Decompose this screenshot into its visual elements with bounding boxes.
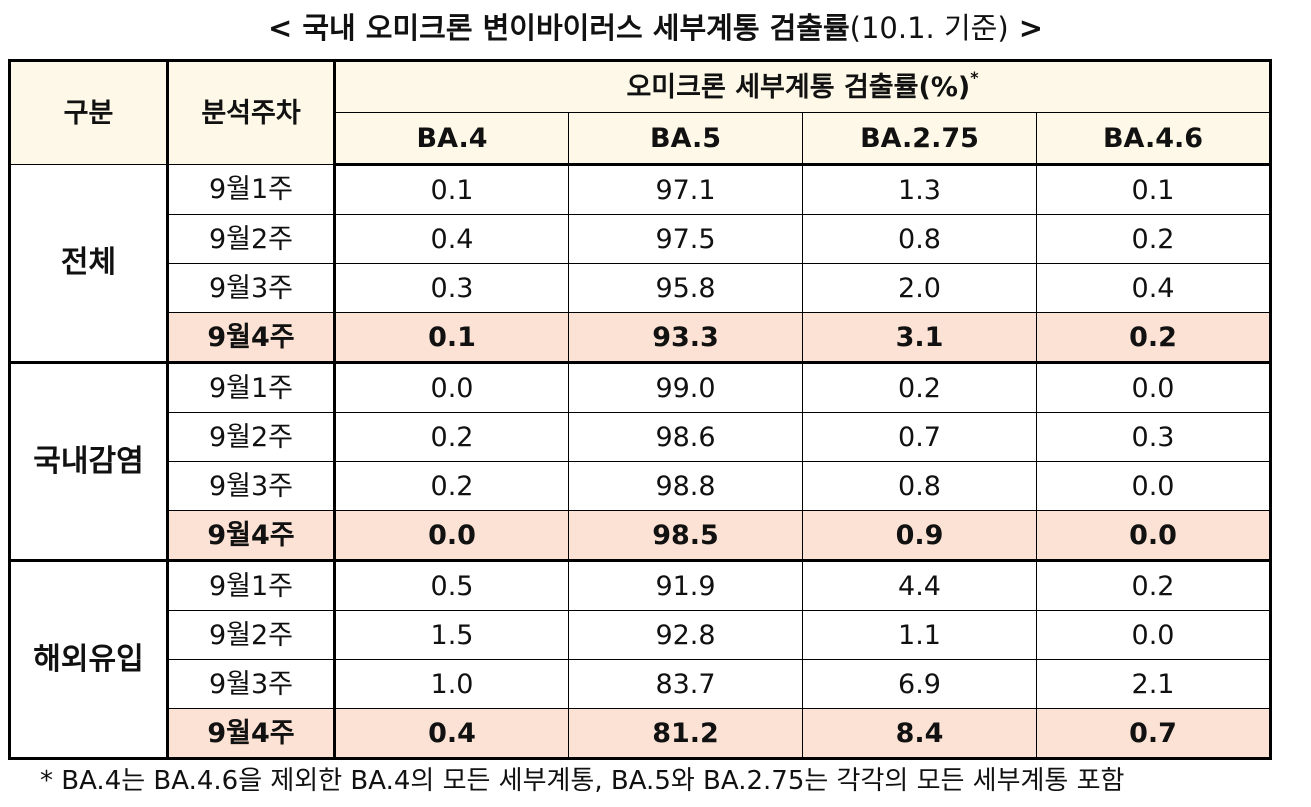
rate-cell: 2.0 [802, 263, 1037, 313]
rate-cell: 0.0 [334, 510, 569, 561]
rate-cell: 0.2 [1035, 559, 1272, 611]
rate-cell: 0.2 [334, 461, 569, 511]
rate-cell: 1.3 [802, 164, 1037, 215]
rate-cell: 98.8 [568, 461, 803, 511]
rate-cell: 2.1 [1035, 659, 1272, 709]
table-row: 9월3주 0.2 98.8 0.8 0.0 [10, 461, 1272, 511]
rate-cell: 0.2 [802, 361, 1037, 413]
rate-cell: 4.4 [802, 559, 1037, 611]
week-cell: 9월4주 [167, 708, 336, 759]
rate-cell: 8.4 [802, 708, 1037, 759]
rate-cell: 6.9 [802, 659, 1037, 709]
title-main: 국내 오미크론 변이바이러스 세부계통 검출률 [302, 11, 850, 45]
table-row: 9월4주 0.4 81.2 8.4 0.7 [10, 708, 1272, 759]
table-row: 9월2주 0.4 97.5 0.8 0.2 [10, 214, 1272, 264]
week-cell: 9월1주 [167, 559, 336, 611]
header-week: 분석주차 [167, 60, 336, 165]
rate-cell: 83.7 [568, 659, 803, 709]
rate-cell: 95.8 [568, 263, 803, 313]
rate-cell: 0.0 [1035, 510, 1272, 561]
rate-cell: 99.0 [568, 361, 803, 413]
rate-cell: 0.4 [1035, 263, 1272, 313]
rate-cell: 0.1 [334, 312, 569, 363]
table-row: 국내감염 9월1주 0.0 99.0 0.2 0.0 [8, 361, 1272, 561]
header-variant: BA.4 [334, 112, 569, 166]
rate-cell: 0.7 [802, 412, 1037, 462]
rate-cell: 0.1 [1035, 164, 1272, 215]
footnote: * BA.4는 BA.4.6을 제외한 BA.4의 모든 세부계통, BA.5와… [40, 766, 1125, 796]
rate-cell: 0.5 [334, 559, 569, 611]
rate-cell: 1.5 [334, 610, 569, 660]
group-label: 국내감염 [8, 361, 169, 561]
rate-cell: 0.2 [1035, 312, 1272, 363]
rate-cell: 1.1 [802, 610, 1037, 660]
header-category: 구분 [9, 60, 169, 165]
title-suffix: (10.1. 기준) [849, 11, 1009, 45]
table-row: 9월4주 0.1 93.3 3.1 0.2 [10, 312, 1272, 363]
rate-cell: 97.1 [568, 164, 803, 215]
rate-cell: 81.2 [568, 708, 803, 759]
rate-cell: 98.5 [568, 510, 803, 561]
header-variant: BA.5 [568, 112, 803, 166]
rate-cell: 92.8 [568, 610, 803, 660]
week-cell: 9월1주 [167, 361, 336, 413]
table-row: 9월4주 0.0 98.5 0.9 0.0 [10, 510, 1272, 561]
rate-cell: 0.0 [334, 361, 569, 413]
week-cell: 9월3주 [167, 461, 336, 511]
rate-cell: 1.0 [334, 659, 569, 709]
week-cell: 9월2주 [167, 610, 336, 660]
title-close: > [1008, 11, 1044, 45]
table-row: 해외유입 9월1주 0.5 91.9 4.4 0.2 [8, 559, 1272, 759]
header-variant: BA.2.75 [802, 112, 1037, 166]
rate-cell: 0.9 [802, 510, 1037, 561]
rate-cell: 0.3 [334, 263, 569, 313]
rate-cell: 0.7 [1035, 708, 1272, 759]
rate-cell: 0.8 [802, 461, 1037, 511]
rate-cell: 0.0 [1035, 461, 1272, 511]
rate-cell: 0.2 [334, 412, 569, 462]
table-row: 9월3주 1.0 83.7 6.9 2.1 [10, 659, 1272, 709]
week-cell: 9월4주 [167, 312, 336, 363]
detection-rate-table: 구분 분석주차 오미크론 세부계통 검출률(%)* BA.4 BA.5 BA.2… [8, 59, 1273, 760]
group-label: 해외유입 [8, 559, 169, 759]
week-cell: 9월4주 [167, 510, 336, 561]
header-group-mark: * [970, 67, 979, 87]
rate-cell: 0.0 [1035, 610, 1272, 660]
rate-cell: 98.6 [568, 412, 803, 462]
rate-cell: 0.4 [334, 214, 569, 264]
week-cell: 9월1주 [167, 164, 336, 215]
rate-cell: 0.2 [1035, 214, 1272, 264]
rate-cell: 91.9 [568, 559, 803, 611]
rate-cell: 3.1 [802, 312, 1037, 363]
week-cell: 9월2주 [167, 412, 336, 462]
rate-cell: 0.0 [1035, 361, 1272, 413]
header-group: 오미크론 세부계통 검출률(%)* [333, 60, 1272, 113]
table-row: 전체 9월1주 0.1 97.1 1.3 0.1 [8, 164, 1272, 363]
document-title: < 국내 오미크론 변이바이러스 세부계통 검출률(10.1. 기준) > [0, 2, 1311, 54]
header-group-label: 오미크론 세부계통 검출률(%) [626, 71, 971, 103]
group-label: 전체 [8, 164, 169, 363]
title-open: < [267, 11, 303, 45]
rate-cell: 0.3 [1035, 412, 1272, 462]
week-cell: 9월3주 [167, 659, 336, 709]
header-variant: BA.4.6 [1035, 112, 1272, 166]
table-row: 9월2주 1.5 92.8 1.1 0.0 [10, 610, 1272, 660]
rate-cell: 0.1 [334, 164, 569, 215]
rate-cell: 0.4 [334, 708, 569, 759]
week-cell: 9월2주 [167, 214, 336, 264]
rate-cell: 0.8 [802, 214, 1037, 264]
rate-cell: 93.3 [568, 312, 803, 363]
rate-cell: 97.5 [568, 214, 803, 264]
table-body: 전체 9월1주 0.1 97.1 1.3 0.1 9월2주 0.4 97.5 0.8 0.2 9월3주… [8, 164, 1272, 759]
table-row: 9월3주 0.3 95.8 2.0 0.4 [10, 263, 1272, 313]
week-cell: 9월3주 [167, 263, 336, 313]
table-row: 9월2주 0.2 98.6 0.7 0.3 [10, 412, 1272, 462]
